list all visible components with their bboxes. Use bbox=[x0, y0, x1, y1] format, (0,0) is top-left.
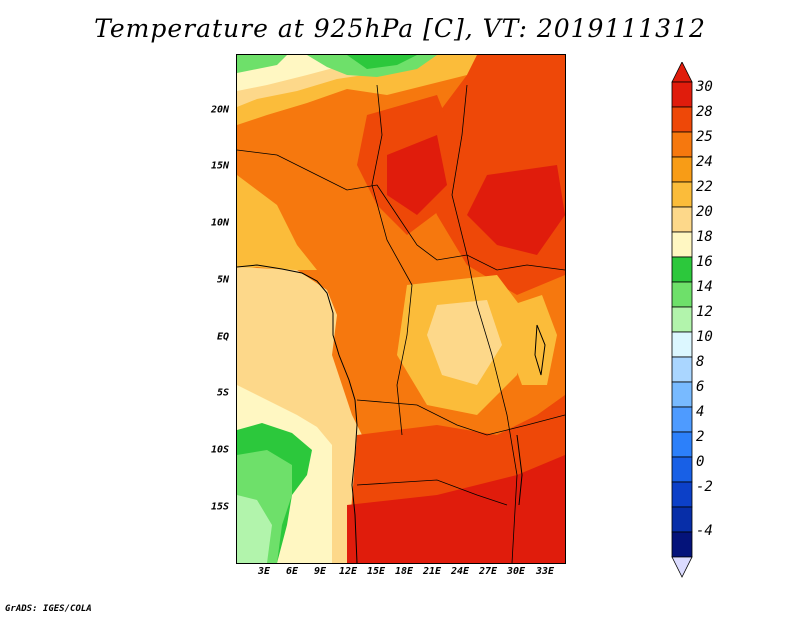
temperature-map bbox=[236, 54, 566, 564]
lat-tick-label: EQ bbox=[216, 331, 229, 343]
lon-tick-label: 21E bbox=[422, 566, 442, 577]
lon-tick-label: 18E bbox=[394, 566, 414, 577]
colorbar-band bbox=[671, 206, 693, 233]
colorbar-band bbox=[671, 381, 693, 408]
colorbar-band bbox=[671, 331, 693, 358]
colorbar-band bbox=[671, 531, 693, 558]
field-north-16a bbox=[237, 55, 287, 73]
field-westcoast-22 bbox=[237, 175, 317, 270]
colorbar-label: -4 bbox=[696, 523, 713, 539]
field-south-30 bbox=[347, 455, 565, 563]
colorbar-label: 30 bbox=[696, 79, 713, 95]
colorbar-label: 24 bbox=[696, 154, 713, 170]
colorbar-band bbox=[671, 256, 693, 283]
colorbar-label: 25 bbox=[696, 129, 713, 145]
colorbar-band bbox=[671, 231, 693, 258]
lake-victoria bbox=[534, 324, 546, 376]
colorbar-band bbox=[671, 356, 693, 383]
colorbar bbox=[671, 62, 693, 578]
colorbar-band bbox=[671, 131, 693, 158]
colorbar-band bbox=[671, 506, 693, 533]
temperature-field bbox=[237, 55, 565, 563]
colorbar-band bbox=[671, 106, 693, 133]
colorbar-label: 12 bbox=[696, 304, 713, 320]
field-highlands-22 bbox=[507, 295, 557, 385]
colorbar-band bbox=[671, 181, 693, 208]
credit-text: GrADS: IGES/COLA bbox=[5, 604, 92, 614]
colorbar-over-triangle bbox=[671, 62, 693, 83]
lon-tick-label: 33E bbox=[535, 566, 555, 577]
colorbar-label: 8 bbox=[696, 354, 705, 370]
colorbar-label: 4 bbox=[696, 404, 705, 420]
colorbar-label: 14 bbox=[696, 279, 713, 295]
colorbar-band bbox=[671, 456, 693, 483]
colorbar-label: 10 bbox=[696, 329, 713, 345]
colorbar-label: 18 bbox=[696, 229, 713, 245]
lat-tick-label: 5N bbox=[216, 274, 229, 286]
lon-tick-label: 9E bbox=[313, 566, 327, 577]
lon-tick-label: 12E bbox=[338, 566, 358, 577]
lat-tick-label: 5S bbox=[216, 387, 229, 399]
lon-tick-label: 3E bbox=[257, 566, 271, 577]
lat-tick-label: 20N bbox=[210, 104, 229, 116]
lat-tick-label: 10S bbox=[210, 444, 229, 456]
colorbar-band bbox=[671, 81, 693, 108]
lon-tick-label: 15E bbox=[366, 566, 386, 577]
colorbar-under-triangle bbox=[671, 556, 693, 578]
field-north-16c bbox=[347, 55, 417, 69]
border-south bbox=[356, 399, 565, 436]
field-chad-30 bbox=[387, 135, 447, 215]
colorbar-label: 2 bbox=[696, 429, 705, 445]
border-sahel bbox=[237, 149, 565, 271]
lon-tick-label: 24E bbox=[450, 566, 470, 577]
lon-tick-label: 27E bbox=[478, 566, 498, 577]
field-congo-20 bbox=[427, 300, 502, 385]
colorbar-band bbox=[671, 156, 693, 183]
border-central bbox=[371, 84, 413, 436]
lat-tick-label: 15N bbox=[210, 160, 229, 172]
coastline bbox=[237, 264, 358, 563]
colorbar-band bbox=[671, 281, 693, 308]
field-atlantic-12 bbox=[237, 495, 272, 563]
lake-tanganyika bbox=[516, 434, 523, 506]
colorbar-label: 28 bbox=[696, 104, 713, 120]
border-east bbox=[451, 84, 518, 563]
colorbar-label: 0 bbox=[696, 454, 705, 470]
lon-tick-label: 30E bbox=[506, 566, 526, 577]
lat-tick-label: 10N bbox=[210, 217, 229, 229]
colorbar-label: 16 bbox=[696, 254, 713, 270]
colorbar-band bbox=[671, 406, 693, 433]
border-southern bbox=[356, 479, 508, 506]
colorbar-band bbox=[671, 306, 693, 333]
colorbar-label: 6 bbox=[696, 379, 705, 395]
map-title: Temperature at 925hPa [C], VT: 201911131… bbox=[94, 14, 706, 43]
colorbar-label: -2 bbox=[696, 479, 713, 495]
lon-tick-label: 6E bbox=[285, 566, 299, 577]
colorbar-band bbox=[671, 481, 693, 508]
field-east-30 bbox=[467, 165, 565, 255]
colorbar-band bbox=[671, 431, 693, 458]
colorbar-label: 22 bbox=[696, 179, 713, 195]
colorbar-label: 20 bbox=[696, 204, 713, 220]
lat-tick-label: 15S bbox=[210, 501, 229, 513]
